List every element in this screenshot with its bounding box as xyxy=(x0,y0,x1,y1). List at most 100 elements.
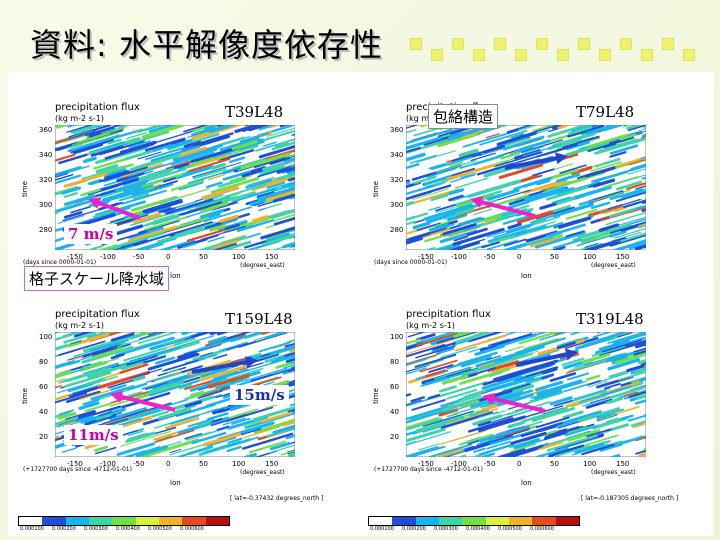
colorbar-swatch xyxy=(555,517,579,525)
colorbar-swatch xyxy=(485,517,509,525)
propagation-arrow xyxy=(110,391,176,412)
colorbar-swatch xyxy=(112,517,136,525)
colorbar-label: 0.000300 xyxy=(434,526,458,532)
x-tick-label: 150 xyxy=(616,253,630,261)
decorative-square xyxy=(641,49,653,61)
x-tick-label: 150 xyxy=(265,460,279,468)
y-tick-label: 300 xyxy=(390,201,404,209)
y-tick-label: 300 xyxy=(39,201,53,209)
colorbar-swatch xyxy=(205,517,229,525)
x-tick-label: 0 xyxy=(517,253,522,261)
x-tick-label: 50 xyxy=(550,460,559,468)
colorbar-swatch xyxy=(65,517,89,525)
colorbar-label: 0.000600 xyxy=(530,526,554,532)
x-tick-label: -50 xyxy=(484,460,496,468)
x-axis-units: (degrees_east) xyxy=(591,262,636,269)
propagation-arrow xyxy=(88,197,141,220)
plot-title: precipitation flux xyxy=(55,309,140,320)
speed-label-t159-fast: 15m/s xyxy=(230,385,289,405)
colorbar-swatch xyxy=(182,517,206,525)
x-tick-label: 0 xyxy=(166,253,171,261)
x-tick-label: -150 xyxy=(67,460,83,468)
hovmoller-field xyxy=(55,125,295,250)
hovmoller-field xyxy=(406,125,646,250)
x-axis-label: lon xyxy=(521,479,532,487)
colorbar-swatch xyxy=(462,517,486,525)
colorbar-swatch xyxy=(42,517,66,525)
decorative-square xyxy=(578,38,590,50)
x-tick-label: 50 xyxy=(199,253,208,261)
x-axis-units: (degrees_east) xyxy=(240,262,285,269)
decorative-square xyxy=(599,49,611,61)
colorbar-swatch xyxy=(532,517,556,525)
y-tick-label: 280 xyxy=(390,226,404,234)
colorbar-swatch xyxy=(88,517,113,525)
colorbar-swatch xyxy=(19,517,43,525)
title-shadow: 資料: 水平解像度依存性 xyxy=(32,28,385,66)
panel-label: T319L48 xyxy=(576,310,644,328)
x-tick-label: -150 xyxy=(418,253,434,261)
x-tick-label: 100 xyxy=(232,460,246,468)
speed-label-t159-slow: 11m/s xyxy=(64,425,123,445)
panel-label: T159L48 xyxy=(225,310,293,328)
envelope-callout: 包絡構造 xyxy=(428,104,499,129)
x-tick-label: 50 xyxy=(199,460,208,468)
y-tick-label: 20 xyxy=(390,433,399,441)
plot-title: precipitation flux xyxy=(55,102,140,113)
colorbar-swatch xyxy=(508,517,533,525)
x-tick-label: -100 xyxy=(451,460,467,468)
y-tick-label: 360 xyxy=(39,126,53,134)
y-tick-label: 80 xyxy=(39,358,48,366)
colorbar-label: 0.000100 xyxy=(20,526,44,532)
propagation-arrow xyxy=(191,356,258,374)
hovmoller-field xyxy=(406,332,646,457)
lat-note: [ lat=-0.37432 degrees_north ] xyxy=(230,495,324,502)
colorbar-swatch xyxy=(438,517,463,525)
y-tick-label: 360 xyxy=(390,126,404,134)
decorative-square xyxy=(410,38,422,50)
plot-units: (kg m-2 s-1) xyxy=(55,321,104,330)
decorative-square xyxy=(473,49,485,61)
decorative-square xyxy=(662,38,674,50)
x-tick-label: 150 xyxy=(616,460,630,468)
propagation-arrow xyxy=(470,196,536,218)
x-tick-label: -150 xyxy=(418,460,434,468)
x-axis-caption: (+1727700 days since -4712-01-01) xyxy=(374,466,483,473)
x-axis-label: lon xyxy=(170,272,181,280)
y-tick-label: 340 xyxy=(390,151,404,159)
x-tick-label: -100 xyxy=(100,460,116,468)
colorbar-label: 0.000100 xyxy=(370,526,394,532)
x-tick-label: -50 xyxy=(133,253,145,261)
colorbar-label: 0.000400 xyxy=(116,526,140,532)
decorative-square xyxy=(431,49,443,61)
plot-title: precipitation flux xyxy=(406,309,491,320)
colorbar-label: 0.000200 xyxy=(52,526,76,532)
y-tick-label: 20 xyxy=(39,433,48,441)
lat-note: [ lat=-0.187305 degrees_north ] xyxy=(581,495,679,502)
colorbar-label: 0.000300 xyxy=(84,526,108,532)
y-tick-label: 100 xyxy=(390,333,404,341)
propagation-arrow xyxy=(482,392,546,413)
x-axis-caption: (days since 0000-01-01) xyxy=(374,259,448,266)
x-tick-label: -100 xyxy=(451,253,467,261)
x-tick-label: -100 xyxy=(100,253,116,261)
colorbar-swatch xyxy=(392,517,416,525)
decorative-square xyxy=(683,49,695,61)
x-axis-units: (degrees_east) xyxy=(591,469,636,476)
colorbar-swatch xyxy=(415,517,439,525)
speed-label-t39: 7 m/s xyxy=(64,224,118,244)
x-tick-label: 0 xyxy=(166,460,171,468)
x-axis-caption: (days since 0000-01-01) xyxy=(23,259,97,266)
plot-units: (kg m-2 s-1) xyxy=(55,114,104,123)
x-tick-label: 100 xyxy=(232,253,246,261)
colorbar-swatch xyxy=(369,517,393,525)
colorbar-swatch xyxy=(135,517,159,525)
colorbar-label: 0.000500 xyxy=(498,526,522,532)
x-tick-label: 100 xyxy=(583,460,597,468)
colorbar-label: 0.000200 xyxy=(402,526,426,532)
panel-label: T79L48 xyxy=(576,103,635,121)
x-axis-caption: (+1727700 days since -4712-01-01) xyxy=(23,466,132,473)
x-tick-label: 100 xyxy=(583,253,597,261)
slide-title: 資料: 水平解像度依存性 xyxy=(30,26,383,64)
y-tick-label: 60 xyxy=(39,383,48,391)
